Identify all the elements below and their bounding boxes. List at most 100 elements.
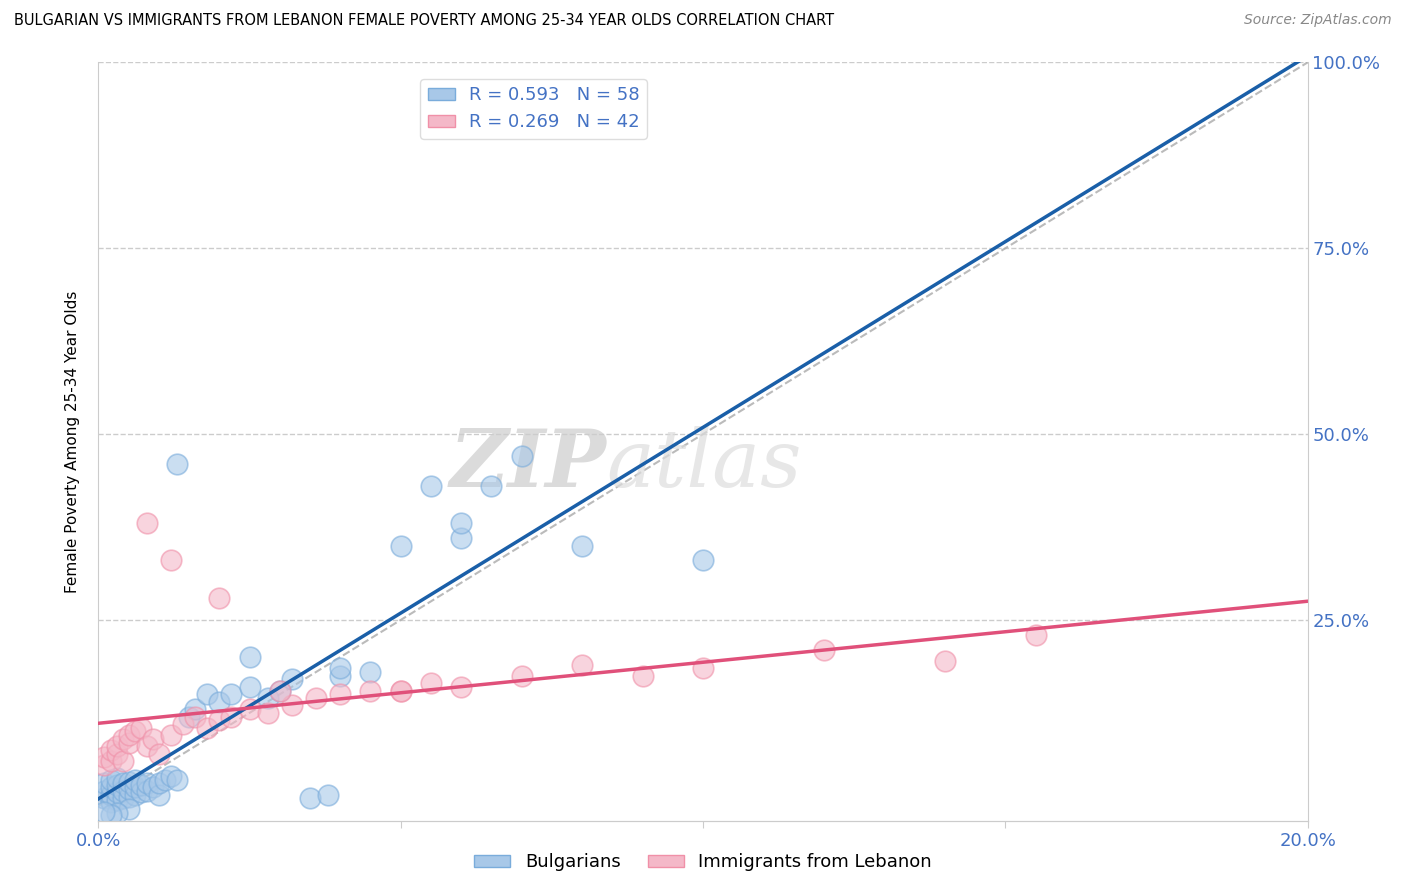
Point (111, 784, 134, 798)
Point (179, 709, 201, 723)
Point (105, 747, 128, 761)
Point (118, 728, 141, 742)
Point (160, 728, 183, 742)
Point (129, 778, 152, 792)
Point (256, 706, 278, 720)
Point (420, 676, 443, 690)
Point (389, 683, 412, 698)
Point (692, 553, 714, 567)
Point (256, 691, 278, 706)
Point (93, 758, 115, 772)
Point (510, 669, 533, 683)
Point (124, 724, 146, 739)
Point (184, 709, 207, 723)
Point (124, 788, 146, 802)
Point (93, 805, 115, 819)
Point (124, 780, 146, 795)
Text: ZIP: ZIP (450, 425, 606, 503)
Point (221, 687, 243, 701)
Point (281, 698, 304, 713)
Point (135, 784, 157, 798)
Point (100, 795, 122, 809)
Point (118, 775, 141, 789)
Point (360, 665, 382, 679)
Text: atlas: atlas (606, 425, 801, 503)
Point (208, 695, 231, 709)
Point (100, 743, 122, 757)
Point (571, 657, 593, 672)
Point (269, 683, 291, 698)
Point (105, 771, 128, 785)
Point (118, 789, 141, 804)
Point (166, 772, 188, 787)
Point (100, 754, 122, 768)
Point (692, 661, 714, 675)
Point (239, 702, 262, 716)
Point (195, 687, 218, 701)
Point (934, 654, 956, 668)
Point (124, 772, 146, 787)
Point (118, 803, 141, 817)
Point (111, 791, 134, 805)
Point (329, 669, 352, 683)
Legend: Bulgarians, Immigrants from Lebanon: Bulgarians, Immigrants from Lebanon (467, 847, 939, 879)
Point (450, 680, 472, 694)
Point (142, 780, 165, 795)
Point (450, 531, 472, 545)
Point (148, 747, 170, 761)
Point (481, 479, 503, 493)
Point (105, 793, 128, 807)
Point (100, 772, 122, 787)
Point (148, 776, 170, 790)
Legend: R = 0.593   N = 58, R = 0.269   N = 42: R = 0.593 N = 58, R = 0.269 N = 42 (420, 79, 647, 138)
Point (510, 450, 533, 464)
Point (93, 776, 115, 790)
Point (172, 717, 194, 731)
Point (195, 721, 218, 735)
Point (166, 457, 188, 471)
Point (329, 687, 352, 701)
Point (129, 721, 152, 735)
Point (148, 788, 170, 802)
Point (118, 782, 141, 797)
Point (631, 669, 654, 683)
Point (93, 784, 115, 798)
Point (329, 661, 352, 675)
Point (360, 683, 382, 698)
Point (100, 780, 122, 795)
Point (93, 750, 115, 764)
Point (105, 806, 128, 821)
Point (184, 702, 207, 716)
Point (111, 776, 134, 790)
Point (299, 791, 322, 805)
Point (111, 731, 134, 746)
Point (129, 785, 152, 799)
Point (813, 642, 835, 657)
Point (316, 788, 339, 802)
Point (118, 735, 141, 749)
Point (142, 731, 165, 746)
Point (153, 772, 176, 787)
Point (208, 591, 231, 605)
Y-axis label: Female Poverty Among 25-34 Year Olds: Female Poverty Among 25-34 Year Olds (65, 291, 80, 592)
Point (239, 680, 262, 694)
Point (135, 776, 157, 790)
Point (93, 791, 115, 805)
Point (111, 754, 134, 768)
Point (160, 553, 183, 567)
Point (389, 683, 412, 698)
Point (1024, 628, 1046, 642)
Point (100, 788, 122, 802)
Point (221, 709, 243, 723)
Point (420, 479, 443, 493)
Point (239, 650, 262, 665)
Point (160, 769, 183, 783)
Point (305, 691, 328, 706)
Point (135, 739, 157, 754)
Point (450, 516, 472, 531)
Point (105, 785, 128, 799)
Point (135, 516, 157, 531)
Point (100, 807, 122, 822)
Point (208, 714, 231, 728)
Point (105, 778, 128, 792)
